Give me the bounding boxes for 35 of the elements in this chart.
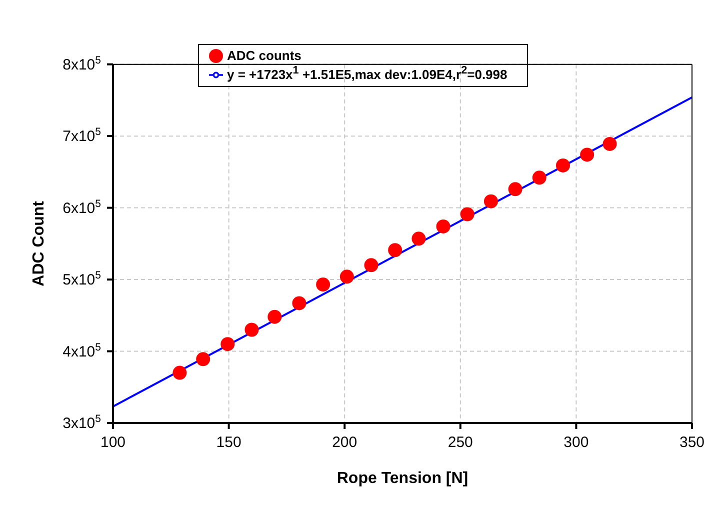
- point: [388, 243, 402, 258]
- x-axis-title: Rope Tension [N]: [336, 470, 468, 487]
- y-tick-label: 6x10$^{5}$: [62, 198, 102, 217]
- point: [292, 296, 306, 310]
- point: [364, 258, 378, 272]
- y-tick-label: 7x10$^{5}$: [62, 126, 102, 146]
- point: [196, 352, 210, 366]
- point: [556, 158, 570, 172]
- x-tick-label: 150: [216, 434, 242, 451]
- y-tick-label: 4x10$^{5}$: [62, 341, 102, 360]
- x-tick-label: 300: [564, 434, 589, 451]
- x-tick-label: 200: [332, 434, 358, 451]
- x-tick-label: 100: [100, 434, 126, 451]
- y-tick-label: 8x10$^{5}$: [62, 54, 102, 74]
- point: [412, 232, 426, 246]
- x-tick-label: 250: [448, 434, 473, 451]
- point: [340, 270, 354, 284]
- point: [532, 170, 546, 185]
- point: [602, 136, 617, 151]
- point: [436, 219, 450, 234]
- point: [172, 366, 187, 380]
- point: [460, 207, 474, 222]
- y-axis-title: ADC Count: [30, 200, 48, 286]
- point: [316, 278, 330, 292]
- legend-label: ADC counts: [227, 48, 302, 63]
- point: [220, 337, 235, 352]
- point: [484, 194, 498, 208]
- legend-label: y = +1723x$^{1}$ +1.51E5,max dev:1.09E4,r$^{2}$=0.998: [227, 65, 508, 82]
- y-tick-label: 3x10$^{5}$: [62, 413, 102, 432]
- point: [244, 322, 259, 337]
- point: [508, 182, 522, 196]
- point: [580, 148, 594, 162]
- x-tick-label: 350: [679, 434, 705, 451]
- point: [268, 310, 282, 324]
- y-tick-label: 5x10$^{5}$: [62, 270, 102, 289]
